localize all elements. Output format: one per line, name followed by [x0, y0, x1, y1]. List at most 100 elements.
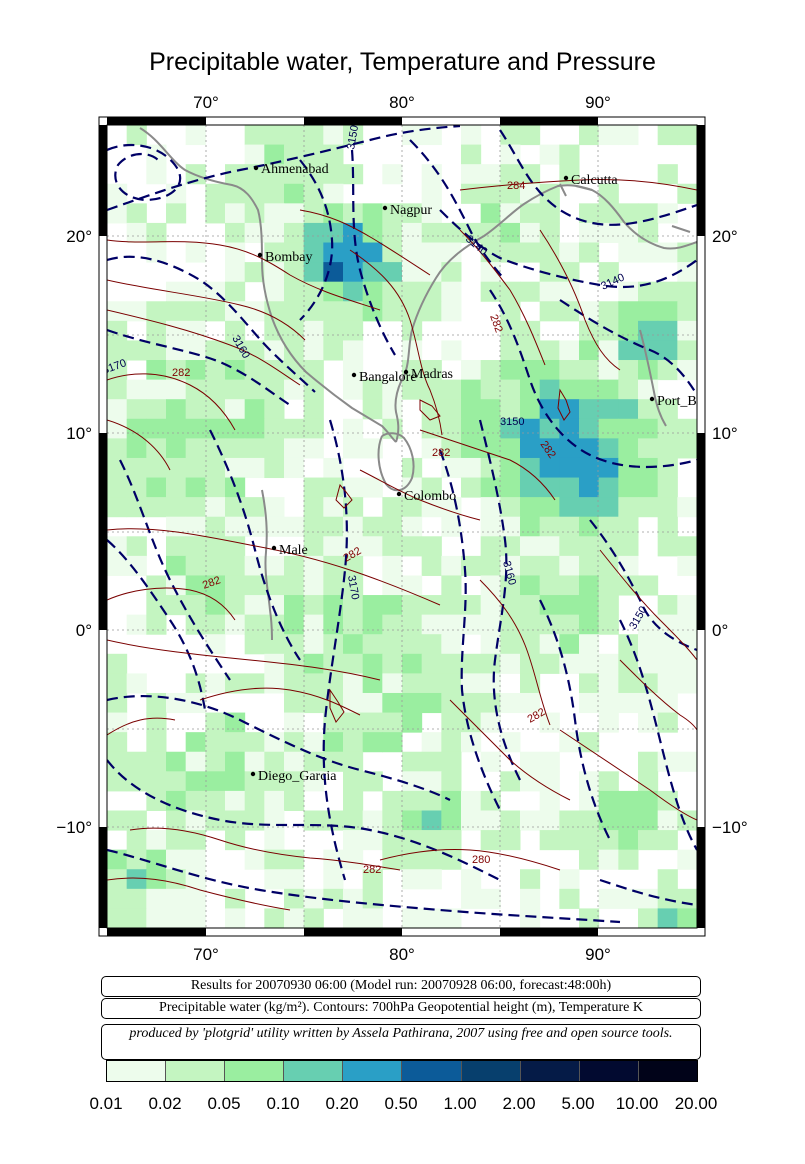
- pw-cell: [382, 262, 403, 283]
- pw-cell: [421, 653, 442, 674]
- lat-tick-label: 20°: [712, 227, 738, 246]
- pw-cell: [441, 712, 462, 733]
- pw-cell: [185, 614, 206, 635]
- pw-cell: [480, 692, 501, 714]
- pw-cell: [598, 222, 619, 244]
- pw-cell: [539, 497, 560, 518]
- pw-cell: [638, 653, 659, 674]
- pw-cell: [146, 595, 167, 616]
- pw-cell: [284, 438, 305, 459]
- pw-cell: [539, 183, 560, 204]
- pw-cell: [107, 653, 128, 674]
- pw-cell: [402, 673, 423, 694]
- pw-cell: [284, 262, 305, 283]
- pw-cell: [559, 477, 580, 498]
- pw-cell: [284, 673, 305, 694]
- pw-cell: [362, 477, 383, 498]
- pw-cell: [441, 555, 462, 576]
- pw-cell: [421, 849, 442, 870]
- pw-cell: [166, 360, 187, 381]
- pw-cell: [284, 614, 305, 635]
- pw-cell: [166, 281, 187, 302]
- pw-cell: [520, 242, 541, 263]
- pw-cell: [362, 771, 383, 792]
- pw-cell: [520, 653, 541, 674]
- pw-cell: [185, 242, 206, 263]
- pw-cell: [402, 751, 423, 772]
- pw-cell: [362, 203, 383, 224]
- pw-cell: [539, 634, 560, 655]
- pw-cell: [146, 497, 167, 518]
- pw-cell: [657, 438, 678, 459]
- pw-cell: [244, 575, 265, 596]
- pw-cell: [559, 497, 580, 518]
- city-dot: [403, 369, 409, 375]
- pw-cell: [480, 183, 501, 204]
- pw-cell: [205, 751, 226, 772]
- pw-cell: [520, 281, 541, 302]
- pw-cell: [657, 673, 678, 694]
- pw-cell: [185, 751, 206, 772]
- pw-cell: [598, 810, 619, 831]
- pw-cell: [126, 340, 147, 361]
- pw-cell: [421, 869, 442, 890]
- pw-cell: [362, 399, 383, 420]
- lon-tick-label: 90°: [585, 93, 611, 112]
- pw-cell: [166, 399, 187, 420]
- pw-cell: [677, 497, 697, 518]
- pw-cell: [244, 438, 265, 459]
- pw-cell: [362, 595, 383, 616]
- pw-cell: [126, 418, 147, 439]
- pw-cell: [185, 849, 206, 870]
- pw-cell: [264, 751, 285, 772]
- pw-cell: [677, 908, 697, 928]
- pw-cell: [539, 575, 560, 596]
- pw-cell: [402, 575, 423, 596]
- pw-cell: [520, 222, 541, 244]
- pw-cell: [225, 575, 246, 596]
- precipitable-water-field: [107, 125, 697, 928]
- pw-cell: [500, 771, 521, 792]
- legend-label: 1.00: [443, 1094, 477, 1113]
- pw-cell: [323, 595, 344, 616]
- pw-cell: [126, 477, 147, 498]
- pw-cell: [107, 908, 128, 928]
- pw-cell: [559, 340, 580, 361]
- pw-cell: [264, 732, 285, 753]
- pw-cell: [677, 849, 697, 870]
- pw-cell: [598, 771, 619, 792]
- pw-cell: [166, 497, 187, 518]
- pw-cell: [323, 203, 344, 224]
- pw-cell: [500, 242, 521, 263]
- pw-cell: [303, 575, 324, 596]
- pw-cell: [461, 457, 482, 479]
- legend-label: 0.20: [325, 1094, 359, 1113]
- pw-cell: [284, 595, 305, 616]
- pw-cell: [500, 653, 521, 674]
- pw-cell: [480, 379, 501, 400]
- pw-cell: [107, 555, 128, 576]
- pw-cell: [579, 849, 600, 870]
- pw-cell: [520, 673, 541, 694]
- pw-cell: [579, 908, 600, 928]
- pw-cell: [362, 810, 383, 831]
- pw-cell: [461, 692, 482, 714]
- pw-cell: [126, 888, 147, 909]
- pw-cell: [343, 673, 364, 694]
- pw-cell: [618, 810, 639, 831]
- pw-cell: [598, 301, 619, 322]
- pw-cell: [461, 399, 482, 420]
- pw-cell: [362, 262, 383, 283]
- pw-cell: [539, 614, 560, 635]
- pw-cell: [323, 888, 344, 909]
- pw-cell: [677, 301, 697, 322]
- pw-cell: [166, 301, 187, 322]
- city-markers: Ahmenabad Nagpur Calcutta Bombay Bangalo…: [250, 162, 697, 784]
- contour-label: 3150: [345, 124, 361, 150]
- pw-cell: [500, 125, 521, 146]
- pw-cell: [421, 477, 442, 498]
- pw-cell: [579, 418, 600, 439]
- pw-cell: [579, 457, 600, 479]
- city-dot: [382, 205, 388, 211]
- pw-cell: [441, 575, 462, 596]
